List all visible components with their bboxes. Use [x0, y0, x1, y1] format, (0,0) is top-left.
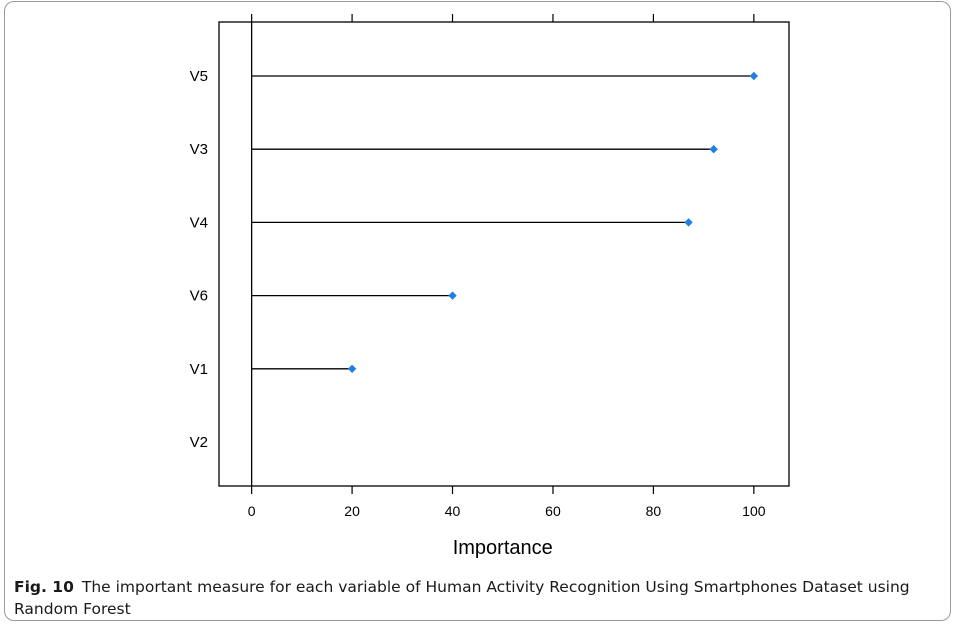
- figure-caption-text: The important measure for each variable …: [14, 578, 910, 618]
- x-tick-label-40: 40: [445, 503, 461, 519]
- x-axis-label: Importance: [453, 537, 553, 559]
- x-tick-label-80: 80: [646, 503, 662, 519]
- figure-label: Fig. 10: [14, 578, 74, 596]
- x-tick-label-20: 20: [344, 503, 360, 519]
- y-category-label-V5: V5: [190, 68, 208, 85]
- figure-caption: Fig. 10 The important measure for each va…: [14, 576, 942, 620]
- importance-chart: 0 20 40 60 80 100 Importance V5 V3 V4 V6 V1 V2: [190, 14, 790, 559]
- point-V3: [709, 145, 718, 154]
- point-V4: [684, 218, 693, 227]
- y-category-label-V6: V6: [190, 288, 208, 305]
- x-tick-label-100: 100: [742, 503, 766, 519]
- y-category-label-V4: V4: [190, 214, 208, 231]
- x-tick-label-60: 60: [545, 503, 561, 519]
- point-V1: [347, 364, 357, 373]
- y-category-label-V1: V1: [190, 361, 208, 378]
- plot-border: [218, 21, 790, 487]
- figure-frame: [4, 1, 951, 621]
- x-tick-label-0: 0: [248, 503, 256, 519]
- y-category-label-V3: V3: [190, 141, 208, 158]
- y-category-label-V2: V2: [190, 434, 208, 451]
- point-V6: [448, 291, 457, 300]
- point-V5: [749, 71, 759, 81]
